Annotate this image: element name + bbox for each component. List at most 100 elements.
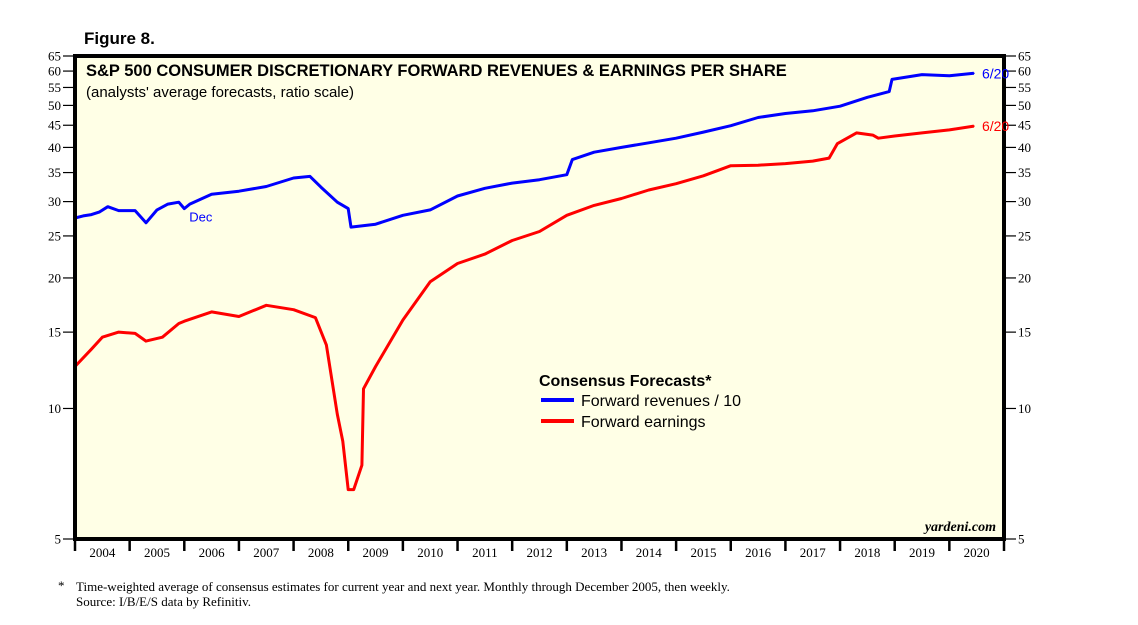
data-point xyxy=(484,253,486,255)
data-point xyxy=(675,137,677,139)
y-tick-label-right: 55 xyxy=(1018,80,1031,95)
footnote-text: Time-weighted average of consensus estim… xyxy=(76,579,730,594)
data-point xyxy=(98,211,101,213)
data-point xyxy=(511,239,513,242)
data-point xyxy=(167,203,169,205)
y-tick-label-right: 50 xyxy=(1018,98,1031,113)
y-tick-label-right: 65 xyxy=(1018,49,1031,64)
data-point xyxy=(320,186,322,188)
data-point xyxy=(362,388,365,390)
data-point xyxy=(82,215,84,217)
x-tick-label: 2016 xyxy=(745,545,772,560)
y-tick-label-right: 30 xyxy=(1018,194,1031,209)
source-credit: yardeni.com xyxy=(923,520,996,535)
data-point xyxy=(948,75,951,77)
x-axis: 2004 2005 2006 2007 2008 2009 2010 2011 2012 2013… xyxy=(73,539,1006,560)
y-tick-label-right: 5 xyxy=(1018,532,1025,547)
data-point xyxy=(101,336,104,339)
data-point xyxy=(893,135,896,137)
data-point xyxy=(811,110,814,112)
data-point xyxy=(429,209,432,211)
footnote-source: Source: I/B/E/S data by Refinitiv. xyxy=(76,594,251,609)
data-point xyxy=(836,142,839,145)
data-point xyxy=(374,223,377,225)
data-point xyxy=(292,308,295,311)
y-tick-label-left: 15 xyxy=(48,325,61,340)
data-point xyxy=(161,336,164,339)
x-tick-label: 2013 xyxy=(581,545,607,560)
data-point xyxy=(325,344,328,346)
data-point xyxy=(973,125,975,127)
data-point xyxy=(210,193,213,195)
y-tick-label-left: 10 xyxy=(48,401,61,416)
series-layer xyxy=(73,71,975,492)
data-point xyxy=(855,132,858,134)
footnote-marker: * xyxy=(58,578,65,593)
x-tick-label: 2007 xyxy=(253,545,280,560)
data-point xyxy=(784,162,787,165)
data-point xyxy=(566,173,568,176)
y-tick-label-left: 60 xyxy=(48,64,61,79)
data-point xyxy=(811,160,814,162)
x-tick-label: 2004 xyxy=(89,545,116,560)
data-point xyxy=(189,203,191,205)
y-tick-label-right: 45 xyxy=(1018,118,1031,133)
y-tick-label-left: 45 xyxy=(48,118,61,133)
y-tick-label-left: 5 xyxy=(55,532,62,547)
data-point xyxy=(828,157,830,159)
x-tick-label: 2017 xyxy=(800,545,827,560)
data-point xyxy=(866,96,869,99)
figure-label: Figure 8. xyxy=(84,29,155,48)
y-tick-label-left: 20 xyxy=(48,270,61,285)
data-point xyxy=(145,340,147,342)
x-tick-label: 2009 xyxy=(363,545,389,560)
data-point xyxy=(702,175,705,177)
data-point xyxy=(309,175,311,178)
y-tick-label-right: 35 xyxy=(1018,165,1031,180)
x-tick-label: 2010 xyxy=(417,545,443,560)
data-point xyxy=(347,488,350,491)
data-point xyxy=(374,365,377,368)
data-point xyxy=(350,226,352,228)
data-point xyxy=(839,105,841,107)
data-point xyxy=(702,131,705,133)
data-point xyxy=(178,322,180,325)
data-point xyxy=(921,73,923,76)
y-tick-label-left: 65 xyxy=(48,49,61,64)
data-point xyxy=(973,72,975,75)
data-point xyxy=(429,281,432,283)
data-point xyxy=(90,213,93,216)
data-point xyxy=(538,230,541,233)
data-point xyxy=(238,315,240,318)
data-point xyxy=(648,142,650,144)
data-point xyxy=(888,90,890,93)
y-tick-label-left: 40 xyxy=(48,140,61,155)
data-point xyxy=(891,78,893,81)
data-point xyxy=(183,320,186,323)
x-tick-label: 2020 xyxy=(964,545,990,560)
data-point xyxy=(593,204,595,207)
chart-subtitle: (analysts' average forecasts, ratio scal… xyxy=(86,84,354,101)
data-point xyxy=(90,348,93,351)
data-point xyxy=(872,134,874,136)
legend-label-earnings: Forward earnings xyxy=(581,414,706,431)
data-point xyxy=(456,195,459,197)
x-tick-label: 2015 xyxy=(690,545,716,560)
y-tick-label-right: 60 xyxy=(1018,64,1031,79)
data-point xyxy=(757,116,759,119)
legend: Consensus Forecasts* Forward revenues / … xyxy=(539,373,741,431)
data-point xyxy=(342,440,344,443)
y-tick-label-right: 10 xyxy=(1018,401,1031,416)
data-point xyxy=(134,209,136,212)
chart-title: S&P 500 CONSUMER DISCRETIONARY FORWARD R… xyxy=(86,62,787,80)
x-tick-label: 2006 xyxy=(199,545,226,560)
data-point xyxy=(511,182,513,184)
x-tick-label: 2011 xyxy=(472,545,498,560)
data-point xyxy=(877,137,880,139)
data-point xyxy=(107,205,109,208)
y-tick-label-right: 15 xyxy=(1018,325,1031,340)
data-point xyxy=(571,158,574,161)
data-point xyxy=(921,132,923,134)
data-point xyxy=(675,182,677,185)
